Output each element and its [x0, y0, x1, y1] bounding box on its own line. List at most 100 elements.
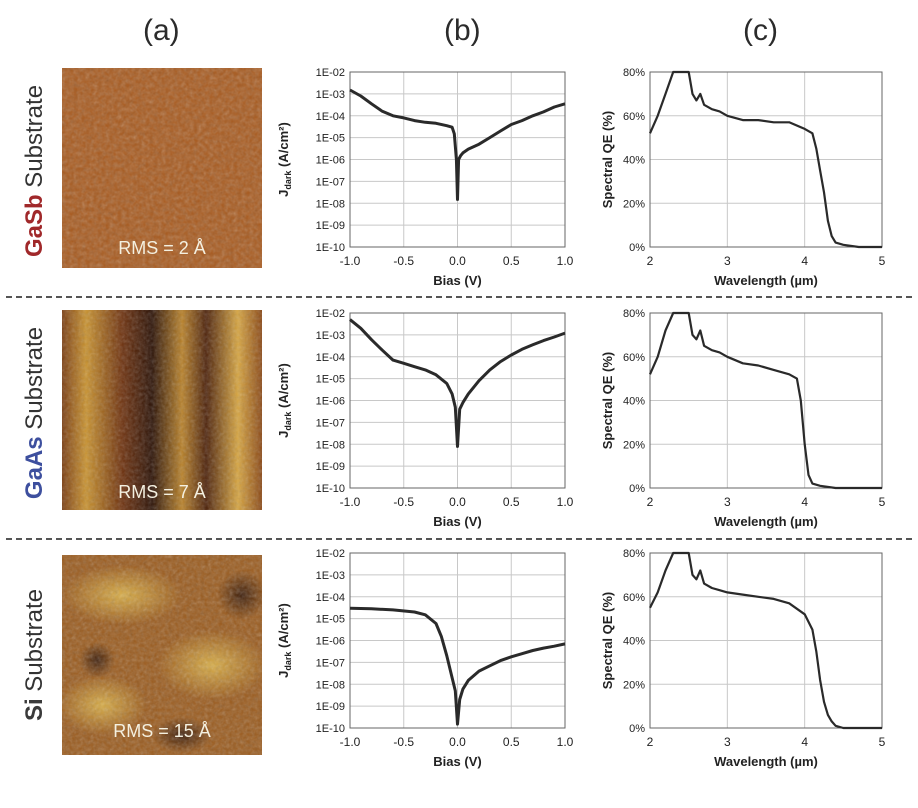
substrate-word: Substrate — [21, 326, 48, 430]
y-tick-label: 1E-02 — [316, 67, 345, 79]
y-tick-label: 1E-10 — [316, 723, 345, 735]
x-tick-label: 1.0 — [557, 254, 574, 268]
data-series-line — [648, 70, 882, 249]
x-tick-label: 0.0 — [449, 495, 466, 509]
jdark-vs-bias-chart-gasb: 1E-10 1E-09 1E-08 1E-07 1E-06 1E-05 1E-04 1E-03… — [270, 62, 575, 297]
chart-svg: 0% 20% 40% 60% 80% 2 3 4 5 Wavelength (µm) Spectra… — [600, 308, 886, 529]
y-axis-label: Jdark (A/cm²) — [276, 122, 293, 197]
x-tick-label: 0.5 — [503, 735, 520, 749]
x-tick-label: 3 — [724, 495, 731, 509]
row-divider — [6, 296, 912, 298]
data-series-line — [349, 318, 566, 448]
substrate-word: Substrate — [21, 84, 48, 188]
rms-label: RMS = 7 Å — [118, 482, 206, 502]
y-tick-label: 1E-09 — [316, 701, 345, 713]
y-tick-label: 1E-03 — [316, 330, 345, 342]
y-tick-label: 40% — [623, 396, 645, 408]
y-tick-label: 1E-07 — [316, 417, 345, 429]
y-tick-label: 1E-05 — [316, 133, 345, 145]
y-tick-label: 1E-04 — [316, 352, 345, 364]
x-axis-label: Bias (V) — [433, 273, 481, 288]
row-label-gaas: GaAs Substrate — [20, 293, 50, 533]
data-series-line — [648, 311, 882, 490]
y-tick-label: 60% — [623, 352, 645, 364]
y-tick-label: 80% — [623, 548, 645, 560]
x-tick-label: 4 — [801, 254, 808, 268]
y-tick-label: 1E-08 — [316, 198, 345, 210]
y-tick-label: 40% — [623, 155, 645, 167]
y-tick-label: 1E-09 — [316, 461, 345, 473]
x-axis-label: Wavelength (µm) — [714, 273, 818, 288]
y-axis-label: Spectral QE (%) — [600, 111, 615, 209]
x-axis-label: Wavelength (µm) — [714, 754, 818, 769]
x-axis-label: Bias (V) — [433, 754, 481, 769]
x-tick-label: 4 — [801, 735, 808, 749]
y-tick-label: 60% — [623, 111, 645, 123]
y-tick-label: 1E-10 — [316, 483, 345, 495]
y-axis-label: Jdark (A/cm²) — [276, 363, 293, 438]
y-tick-label: 20% — [623, 439, 645, 451]
x-tick-label: -0.5 — [393, 735, 414, 749]
afm-image-si: RMS = 15 Å — [62, 555, 262, 755]
x-tick-label: 0.0 — [449, 735, 466, 749]
jdark-vs-bias-chart-gaas: 1E-10 1E-09 1E-08 1E-07 1E-06 1E-05 1E-04 1E-03… — [270, 303, 575, 538]
y-tick-label: 0% — [629, 242, 645, 254]
column-label-b: (b) — [444, 14, 481, 47]
x-tick-label: 5 — [879, 495, 886, 509]
y-tick-label: 1E-03 — [316, 570, 345, 582]
column-label-a: (a) — [143, 14, 180, 47]
material-name: Si — [21, 698, 48, 722]
y-tick-label: 1E-07 — [316, 176, 345, 188]
material-name: GaAs — [21, 436, 48, 500]
y-axis-label: Spectral QE (%) — [600, 352, 615, 450]
plot-frame — [649, 312, 883, 489]
x-tick-label: -0.5 — [393, 254, 414, 268]
x-tick-label: -1.0 — [340, 735, 361, 749]
chart-svg: 0% 20% 40% 60% 80% 2 3 4 5 Wavelength (µm) Spectra… — [600, 67, 886, 288]
y-tick-label: 80% — [623, 308, 645, 320]
x-axis-label: Bias (V) — [433, 514, 481, 529]
y-tick-label: 1E-05 — [316, 614, 345, 626]
x-tick-label: -1.0 — [340, 254, 361, 268]
y-tick-label: 1E-04 — [316, 592, 345, 604]
row-label-si: Si Substrate — [20, 535, 50, 775]
chart-svg: 0% 20% 40% 60% 80% 2 3 4 5 Wavelength (µm) Spectra… — [600, 548, 886, 769]
x-tick-label: 0.5 — [503, 495, 520, 509]
row-divider — [6, 538, 912, 540]
y-tick-label: 1E-07 — [316, 657, 345, 669]
x-tick-label: -0.5 — [393, 495, 414, 509]
afm-image-gasb: RMS = 2 Å — [62, 68, 262, 268]
y-tick-label: 1E-10 — [316, 242, 345, 254]
y-tick-label: 1E-09 — [316, 220, 345, 232]
x-tick-label: 4 — [801, 495, 808, 509]
chart-svg: 1E-10 1E-09 1E-08 1E-07 1E-06 1E-05 1E-04 1E-03… — [276, 308, 574, 529]
x-tick-label: 3 — [724, 735, 731, 749]
spectral-qe-chart-gaas: 0% 20% 40% 60% 80% 2 3 4 5 Wavelength (µm) Spectra… — [590, 303, 895, 538]
column-label-c: (c) — [743, 14, 778, 47]
y-tick-label: 0% — [629, 483, 645, 495]
y-tick-label: 20% — [623, 679, 645, 691]
y-tick-label: 1E-06 — [316, 396, 345, 408]
y-axis-label: Spectral QE (%) — [600, 592, 615, 690]
chart-svg: 1E-10 1E-09 1E-08 1E-07 1E-06 1E-05 1E-04 1E-03… — [276, 548, 574, 769]
plot-frame — [349, 312, 566, 489]
x-tick-label: 0.5 — [503, 254, 520, 268]
x-tick-label: 2 — [647, 735, 654, 749]
y-tick-label: 0% — [629, 723, 645, 735]
x-tick-label: 2 — [647, 254, 654, 268]
y-tick-label: 80% — [623, 67, 645, 79]
data-series-line — [349, 606, 566, 726]
jdark-vs-bias-chart-si: 1E-10 1E-09 1E-08 1E-07 1E-06 1E-05 1E-04 1E-03… — [270, 543, 575, 778]
y-tick-label: 40% — [623, 636, 645, 648]
x-tick-label: 2 — [647, 495, 654, 509]
rms-label: RMS = 2 Å — [118, 238, 206, 258]
plot-frame — [349, 71, 566, 248]
y-tick-label: 1E-04 — [316, 111, 345, 123]
y-tick-label: 1E-05 — [316, 374, 345, 386]
plot-frame — [649, 71, 883, 248]
y-tick-label: 60% — [623, 592, 645, 604]
y-tick-label: 1E-06 — [316, 636, 345, 648]
plot-frame — [349, 552, 566, 729]
y-tick-label: 1E-02 — [316, 548, 345, 560]
substrate-word: Substrate — [21, 588, 48, 692]
